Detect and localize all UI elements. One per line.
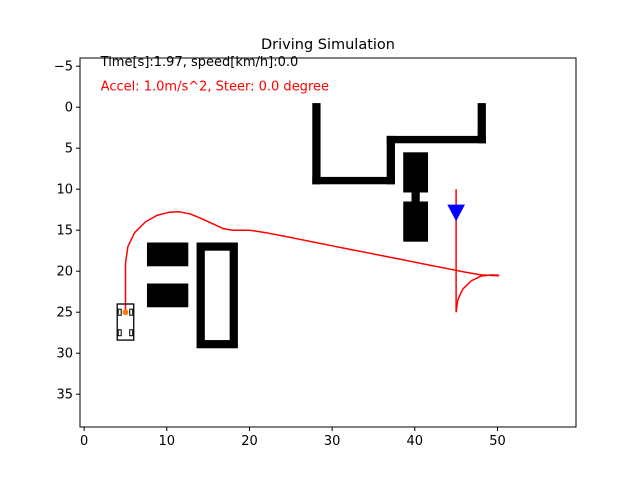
obstacle-wall-top-right [386, 135, 486, 144]
axes-frame [79, 57, 577, 428]
x-tick-label: 40 [407, 434, 424, 449]
status-time-speed-text: Time[s]:1.97, speed[km/h]:0.0 [100, 55, 299, 70]
obstacle-frame-inner [204, 250, 230, 341]
x-tick-label: 20 [241, 434, 258, 449]
y-tick-label: 20 [56, 265, 73, 280]
planned-path-line [124, 211, 500, 313]
vehicle-center-point [122, 309, 129, 316]
vehicle-body [116, 303, 135, 341]
status-accel-steer-text: Accel: 1.0m/s^2, Steer: 0.0 degree [101, 80, 329, 95]
y-tick-label: 10 [56, 183, 73, 198]
x-tick-label: 30 [324, 434, 341, 449]
obstacle-wall-bottom [312, 176, 395, 185]
vehicle-wheel [117, 308, 122, 316]
y-tick-label: 25 [56, 306, 73, 321]
obstacle-block-a [403, 152, 429, 193]
obstacle-block-a-stem [411, 192, 420, 202]
x-tick-label: 0 [80, 434, 88, 449]
obstacle-block-c [146, 242, 189, 267]
x-tick-label: 50 [489, 434, 506, 449]
obstacle-wall-right-vertical [477, 103, 486, 144]
obstacle-block-d [146, 283, 189, 308]
y-tick-label: 30 [56, 347, 73, 362]
y-tick-label: 35 [56, 388, 73, 403]
y-tick-label: 5 [65, 142, 73, 157]
vehicle-wheel [129, 329, 134, 337]
plot-area: Time[s]:1.97, speed[km/h]:0.0 Accel: 1.0m… [100, 55, 500, 349]
obstacle-wall-mid-vertical [386, 135, 395, 185]
goal-marker [447, 204, 465, 222]
y-tick-label: −5 [54, 60, 73, 75]
vehicle-wheel [117, 329, 122, 337]
chart-title: Driving Simulation [261, 37, 395, 53]
goal-turn-arc [455, 274, 500, 313]
y-tick-label: 0 [65, 101, 73, 116]
axes: 0 10 20 30 40 50 −5 0 5 10 15 20 25 30 35 [54, 57, 577, 449]
vehicle-wheel [129, 308, 134, 316]
obstacle-wall-left-vertical [312, 103, 321, 185]
obstacle-block-b [403, 201, 429, 242]
y-tick-label: 15 [56, 224, 73, 239]
x-tick-label: 10 [159, 434, 176, 449]
